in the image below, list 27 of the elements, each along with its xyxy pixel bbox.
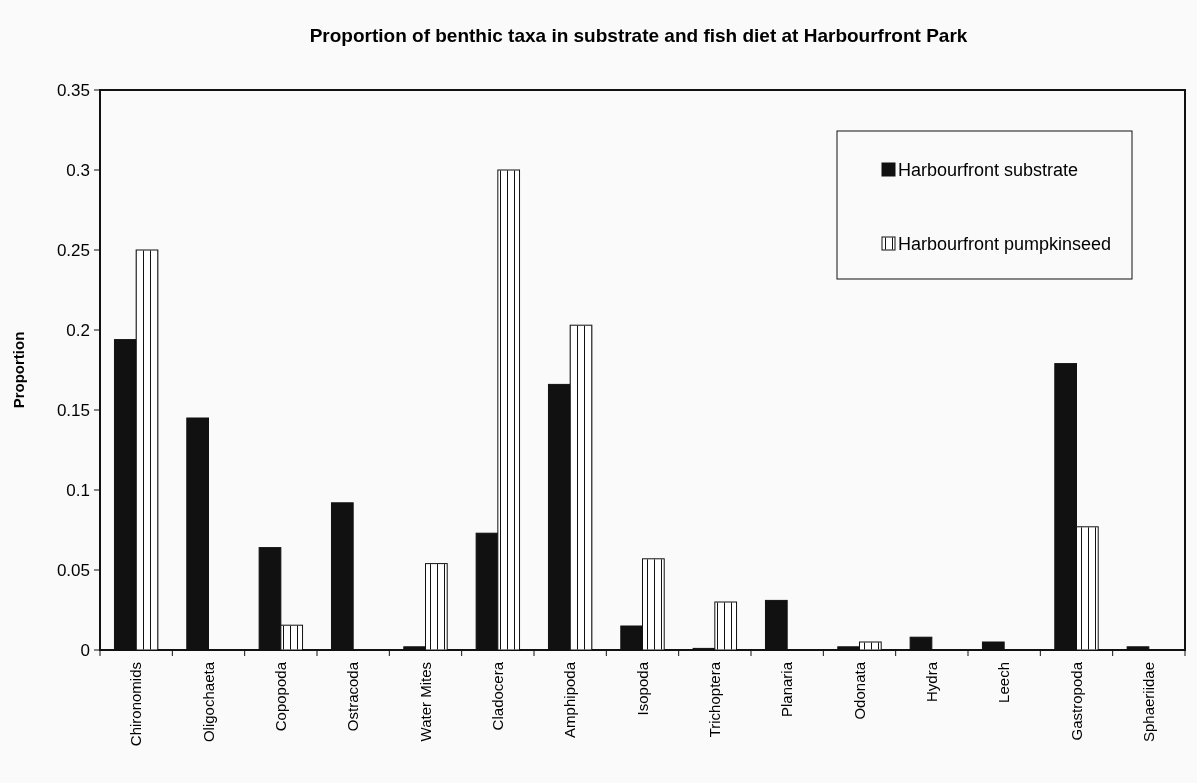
x-tick-label: Amphipoda: [561, 661, 579, 738]
x-tick-label: Hydra: [923, 661, 941, 703]
x-tick-label: Planaria: [778, 661, 796, 718]
x-tick-label: Leech: [995, 662, 1013, 703]
x-tick-label: Isopoda: [633, 661, 651, 716]
x-tick-label: Trichoptera: [706, 661, 724, 738]
x-tick-label: Gastropoda: [1067, 661, 1085, 741]
x-tick-label: Ostracoda: [344, 661, 362, 732]
x-tick-label: Cladocera: [489, 661, 507, 731]
x-tick-label: Water Mites: [416, 662, 434, 742]
x-tick-label: Odonata: [850, 661, 868, 720]
x-tick-label: Copopoda: [272, 661, 290, 732]
y-axis-title: Proportion: [10, 331, 27, 409]
x-tick-label: Oligochaeta: [199, 661, 217, 743]
y-tick-label: 0.1: [66, 480, 90, 500]
x-tick-label: Sphaeriidae: [1140, 662, 1158, 743]
y-tick-label: 0.05: [56, 560, 90, 580]
legend-label: Harbourfront substrate: [898, 160, 1079, 181]
legend-label: Harbourfront pumpkinseed: [898, 234, 1112, 255]
x-tick-label: Chironomids: [127, 662, 145, 747]
y-tick-label: 0.25: [56, 240, 90, 260]
y-tick-label: 0.35: [56, 80, 90, 100]
y-tick-label: 0.2: [66, 320, 90, 340]
y-tick-label: 0: [80, 640, 90, 660]
y-tick-label: 0.15: [56, 400, 90, 420]
y-tick-label: 0.3: [66, 160, 90, 180]
chart-title: Proportion of benthic taxa in substrate and fish diet at Harbourfront Park: [309, 25, 968, 46]
